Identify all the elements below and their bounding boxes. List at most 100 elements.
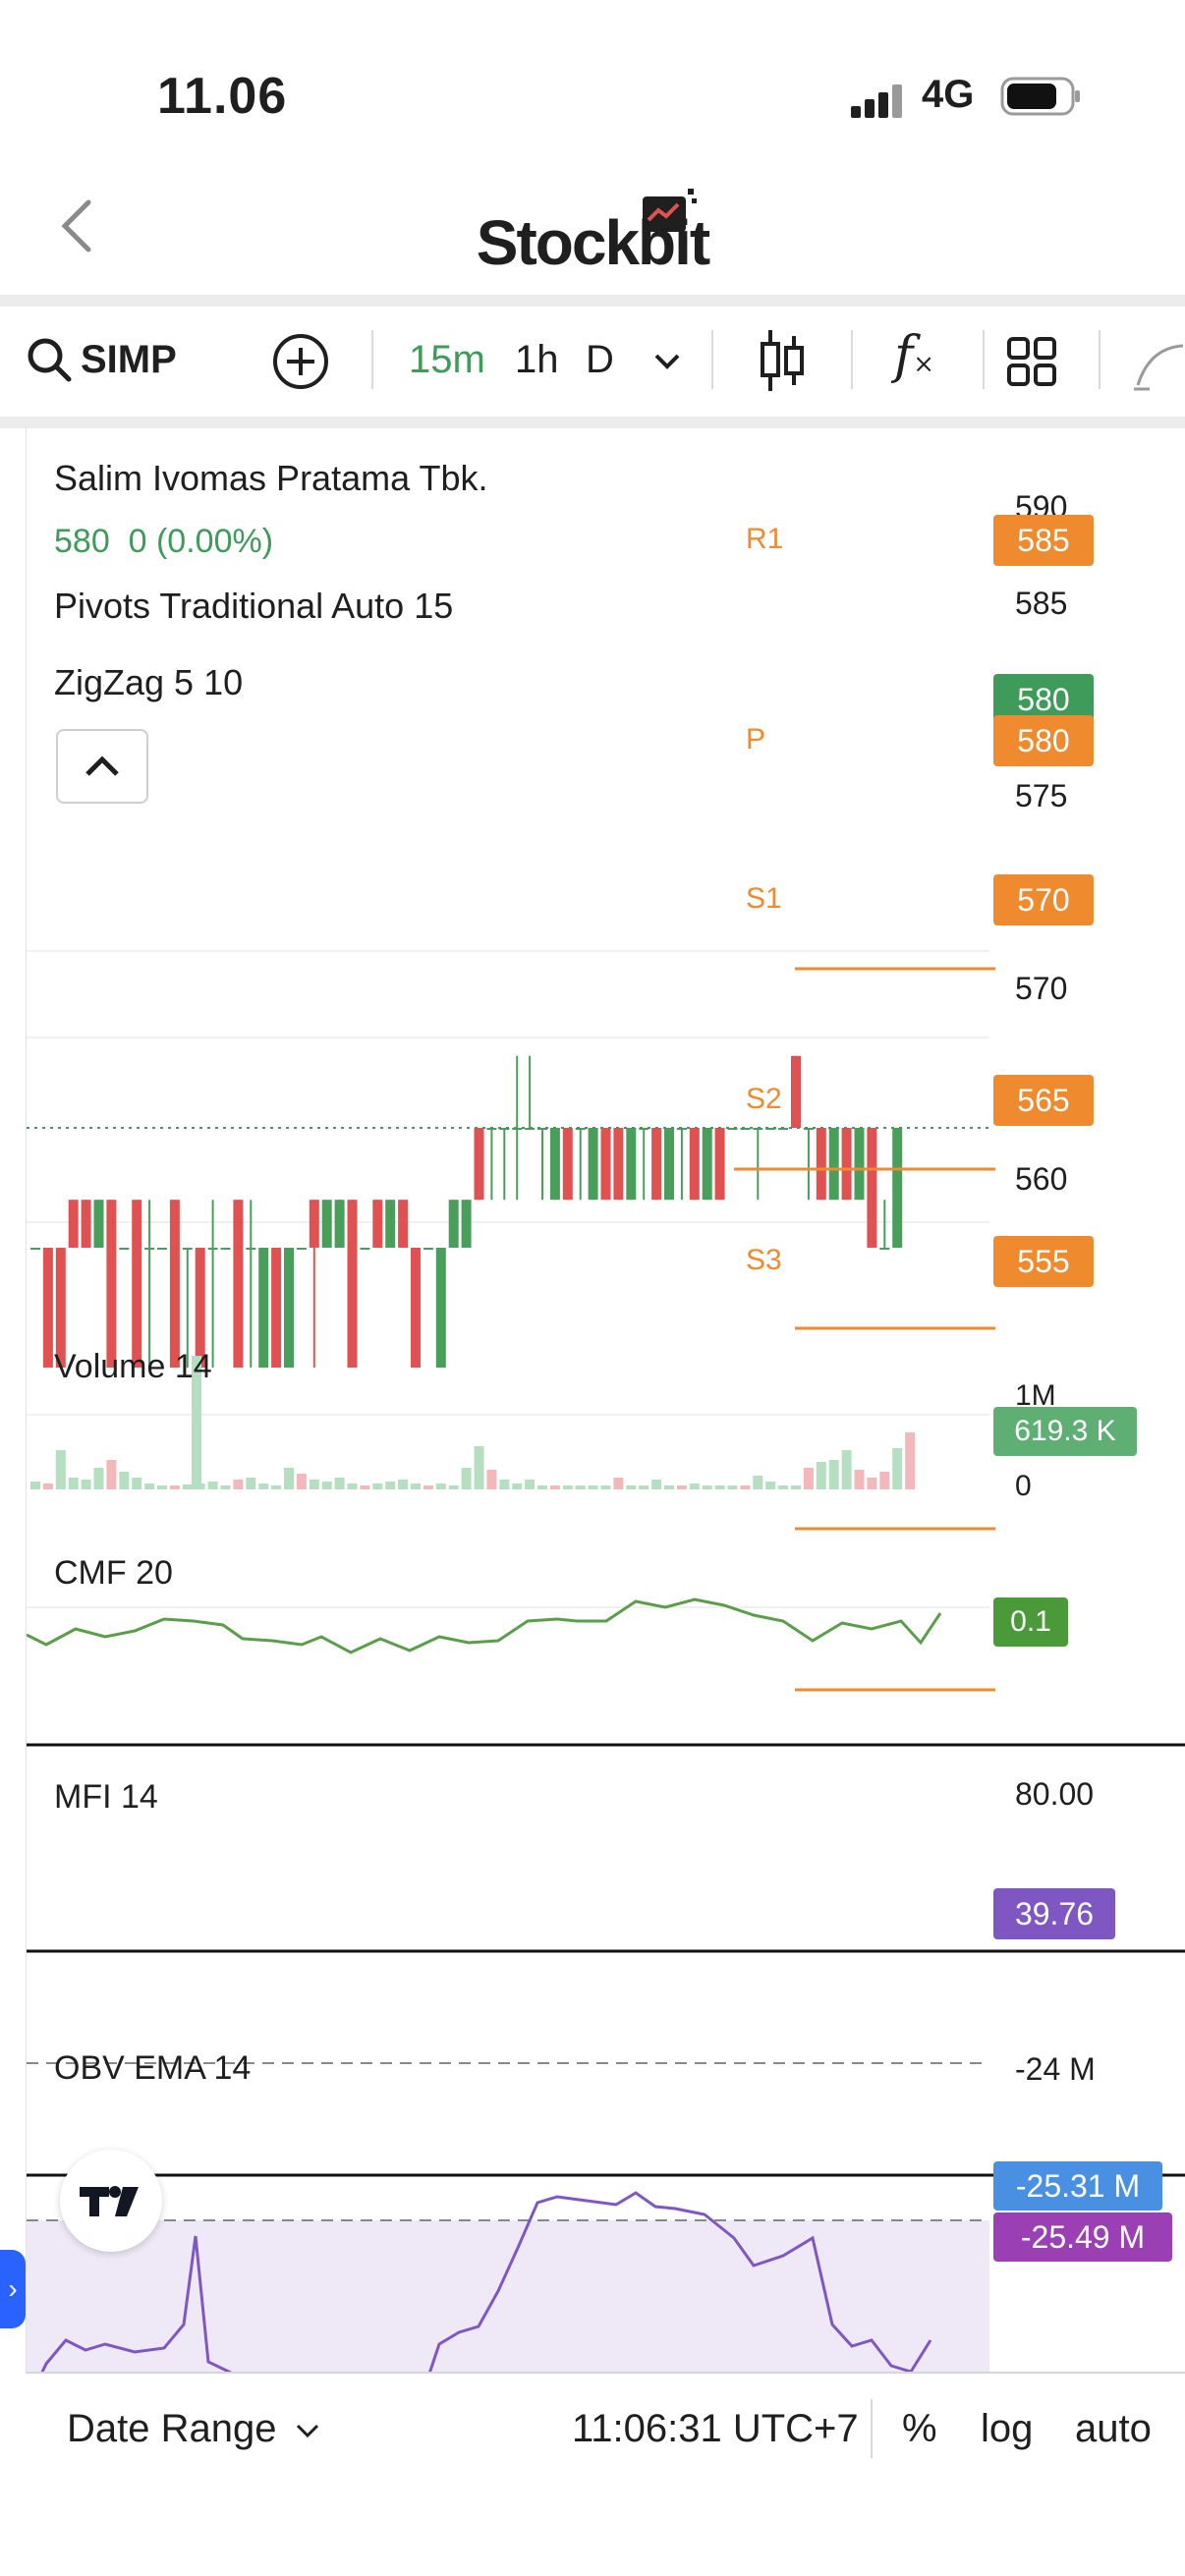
volume-bar <box>879 1472 890 1489</box>
candle-body <box>385 1200 396 1248</box>
candle-body <box>664 1128 674 1201</box>
interval-d-button[interactable]: D <box>586 338 614 381</box>
volume-bar <box>676 1485 687 1489</box>
candle-body <box>537 1128 547 1130</box>
volume-bar <box>30 1482 40 1489</box>
candle-body <box>689 1128 700 1201</box>
candle-body <box>246 1248 256 1250</box>
brand-logo: Stockbit <box>0 206 1185 279</box>
candle-body <box>626 1128 637 1201</box>
collapse-legend-button[interactable] <box>56 729 148 804</box>
volume-bar <box>42 1484 53 1489</box>
obv-tick: -24 M <box>1015 2051 1096 2087</box>
candle-body <box>765 1128 776 1130</box>
volume-bar <box>600 1485 611 1489</box>
volume-bar <box>55 1450 66 1489</box>
obv-pane-label[interactable]: OBV EMA 14 <box>54 2049 252 2087</box>
candle-body <box>334 1200 345 1248</box>
candle-body <box>549 1128 560 1201</box>
mfi-badge: 39.76 <box>993 1888 1115 1939</box>
cmf-pane-label[interactable]: CMF 20 <box>54 1554 173 1592</box>
toolbar-separator <box>371 330 373 389</box>
candle-body <box>714 1128 725 1201</box>
candle-body <box>461 1200 472 1248</box>
volume-bar <box>93 1468 104 1489</box>
volume-bar <box>892 1448 903 1489</box>
volume-bar <box>753 1476 763 1489</box>
candle-body <box>321 1200 332 1248</box>
side-panel-toggle[interactable]: › <box>0 2250 26 2328</box>
volume-bar <box>613 1478 624 1489</box>
chart-area[interactable]: Salim Ivomas Pratama Tbk. 580 0 (0.00%) … <box>26 428 1185 2471</box>
auto-scale-button[interactable]: auto <box>1075 2407 1152 2450</box>
date-range-label[interactable]: Date Range <box>67 2407 277 2450</box>
mfi-pane-label[interactable]: MFI 14 <box>54 1778 158 1816</box>
candle-body <box>258 1248 269 1368</box>
candle-body <box>499 1128 510 1130</box>
interval-1h-button[interactable]: 1h <box>515 338 559 381</box>
search-icon[interactable] <box>26 336 75 385</box>
compare-add-icon[interactable] <box>271 332 330 391</box>
volume-bar <box>309 1480 319 1489</box>
candle-body <box>803 1128 814 1130</box>
volume-bar <box>321 1482 332 1489</box>
volume-bar <box>233 1480 244 1489</box>
candle-body <box>233 1200 244 1368</box>
volume-bar <box>727 1485 738 1489</box>
volume-bar <box>588 1485 598 1489</box>
volume-bar <box>106 1460 117 1489</box>
volume-bar <box>246 1478 256 1489</box>
obv-ema-badge: -25.49 M <box>993 2212 1172 2262</box>
volume-bar <box>144 1484 155 1489</box>
volume-bar <box>765 1482 776 1489</box>
candle-body <box>195 1248 205 1368</box>
date-range-button[interactable]: Date Range <box>67 2407 321 2451</box>
status-time: 11.06 <box>157 68 288 125</box>
drawing-tool-icon[interactable] <box>1130 338 1185 393</box>
back-chevron-icon[interactable] <box>57 196 96 255</box>
candlestick-chart-icon[interactable] <box>759 326 806 395</box>
candle-body <box>702 1128 712 1201</box>
zigzag-indicator-label[interactable]: ZigZag 5 10 <box>54 662 244 702</box>
layout-grid-icon[interactable] <box>1006 336 1057 387</box>
pivots-indicator-label[interactable]: Pivots Traditional Auto 15 <box>54 586 454 626</box>
toolbar-separator <box>1099 330 1100 389</box>
volume-pane-label[interactable]: Volume 14 <box>54 1348 212 1385</box>
interval-dropdown-chevron-icon[interactable] <box>652 350 682 373</box>
volume-bar <box>867 1478 877 1489</box>
candle-body <box>639 1128 649 1130</box>
candle-body <box>347 1200 358 1368</box>
interval-15m-button[interactable]: 15m <box>409 338 485 381</box>
candle-body <box>651 1128 662 1201</box>
candle-body <box>740 1128 751 1130</box>
indicators-fx-icon[interactable]: f× <box>894 326 935 385</box>
header-divider <box>0 295 1185 307</box>
candle-body <box>144 1248 155 1250</box>
percent-scale-button[interactable]: % <box>902 2407 937 2450</box>
candle-body <box>562 1128 573 1201</box>
candle-body <box>360 1248 370 1250</box>
log-scale-button[interactable]: log <box>981 2407 1034 2450</box>
battery-icon <box>1000 77 1083 118</box>
volume-bar <box>258 1484 269 1489</box>
timezone-clock[interactable]: 11:06:31 UTC+7 <box>572 2407 859 2450</box>
pivot-badge-s3: 555 <box>993 1236 1094 1287</box>
volume-bar <box>905 1432 916 1489</box>
volume-bar <box>525 1480 536 1489</box>
price-tick: 585 <box>1015 586 1068 621</box>
volume-bar <box>486 1470 497 1489</box>
volume-bar <box>157 1485 167 1489</box>
volume-bar <box>423 1485 433 1489</box>
volume-bar <box>398 1480 409 1489</box>
chart-bottom-bar: Date Range 11:06:31 UTC+7 % log auto <box>26 2372 1185 2482</box>
candle-body <box>588 1128 598 1201</box>
volume-bar <box>347 1484 358 1489</box>
price-tick: 575 <box>1015 778 1068 813</box>
candle-body <box>220 1248 231 1250</box>
candle-body <box>30 1248 40 1250</box>
pivot-label-s3: S3 <box>746 1244 782 1276</box>
volume-bar <box>575 1485 586 1489</box>
symbol-search-button[interactable]: SIMP <box>81 338 177 381</box>
tradingview-logo-icon[interactable] <box>60 2150 162 2252</box>
candle-body <box>575 1128 586 1130</box>
